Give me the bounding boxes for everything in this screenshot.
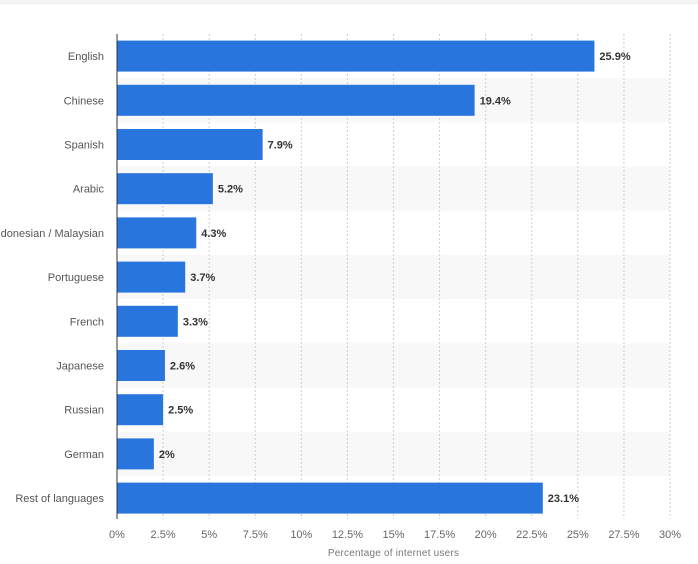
data-label: 25.9% (599, 51, 630, 63)
data-label: 7.9% (268, 140, 293, 152)
bar[interactable] (117, 482, 543, 514)
data-label: 4.3% (201, 228, 226, 240)
x-tick-label: 10% (290, 529, 312, 541)
bar[interactable] (117, 84, 475, 116)
x-tick-labels: 0% 2.5% 5% 7.5% 10% 12.5% 15% 17.5% 20% 22.5% 25% 2… (109, 529, 681, 541)
category-label: Spanish (64, 140, 104, 152)
category-label: Indonesian / Malaysian (0, 228, 104, 240)
top-border-strip (0, 0, 698, 4)
bar[interactable] (117, 438, 154, 470)
x-tick-label: 22.5% (516, 529, 547, 541)
category-label: Rest of languages (15, 493, 104, 505)
category-label: English (68, 51, 104, 63)
data-label: 3.3% (183, 316, 208, 328)
bar[interactable] (117, 350, 165, 381)
data-label: 2.5% (168, 405, 193, 417)
bar[interactable] (117, 40, 595, 72)
x-tick-label: 25% (567, 529, 589, 541)
value-labels: 25.9% 19.4% 7.9% 5.2% 4.3% 3.7% 3.3% 2.6% 2.5% 2%… (159, 51, 631, 505)
category-label: German (64, 449, 104, 461)
x-tick-label: 7.5% (243, 529, 268, 541)
data-label: 2% (159, 449, 175, 461)
category-label: Japanese (56, 361, 104, 373)
data-label: 23.1% (548, 493, 579, 505)
x-tick-label: 0% (109, 529, 125, 541)
data-label: 3.7% (190, 272, 215, 284)
bar[interactable] (117, 305, 178, 337)
data-label: 5.2% (218, 184, 243, 196)
x-tick-label: 20% (475, 529, 497, 541)
x-tick-label: 5% (201, 529, 217, 541)
data-label: 19.4% (480, 95, 511, 107)
bar[interactable] (117, 173, 213, 205)
category-label: Chinese (64, 95, 104, 107)
bar[interactable] (117, 217, 197, 249)
x-tick-label: 17.5% (424, 529, 455, 541)
x-tick-label: 30% (659, 529, 681, 541)
category-label: Portuguese (48, 272, 104, 284)
bars (117, 40, 595, 514)
bar[interactable] (117, 394, 164, 426)
x-tick-label: 12.5% (332, 529, 363, 541)
category-label: Russian (64, 405, 104, 417)
x-axis-title: Percentage of internet users (328, 548, 459, 559)
bar[interactable] (117, 261, 186, 293)
data-label: 2.6% (170, 361, 195, 373)
x-tick-label: 2.5% (151, 529, 176, 541)
category-label: Arabic (73, 184, 105, 196)
bar[interactable] (117, 129, 263, 160)
x-tick-label: 27.5% (608, 529, 639, 541)
category-label: French (70, 316, 104, 328)
category-labels: English Chinese Spanish Arabic Indonesian / … (0, 51, 104, 505)
x-tick-label: 15% (382, 529, 404, 541)
